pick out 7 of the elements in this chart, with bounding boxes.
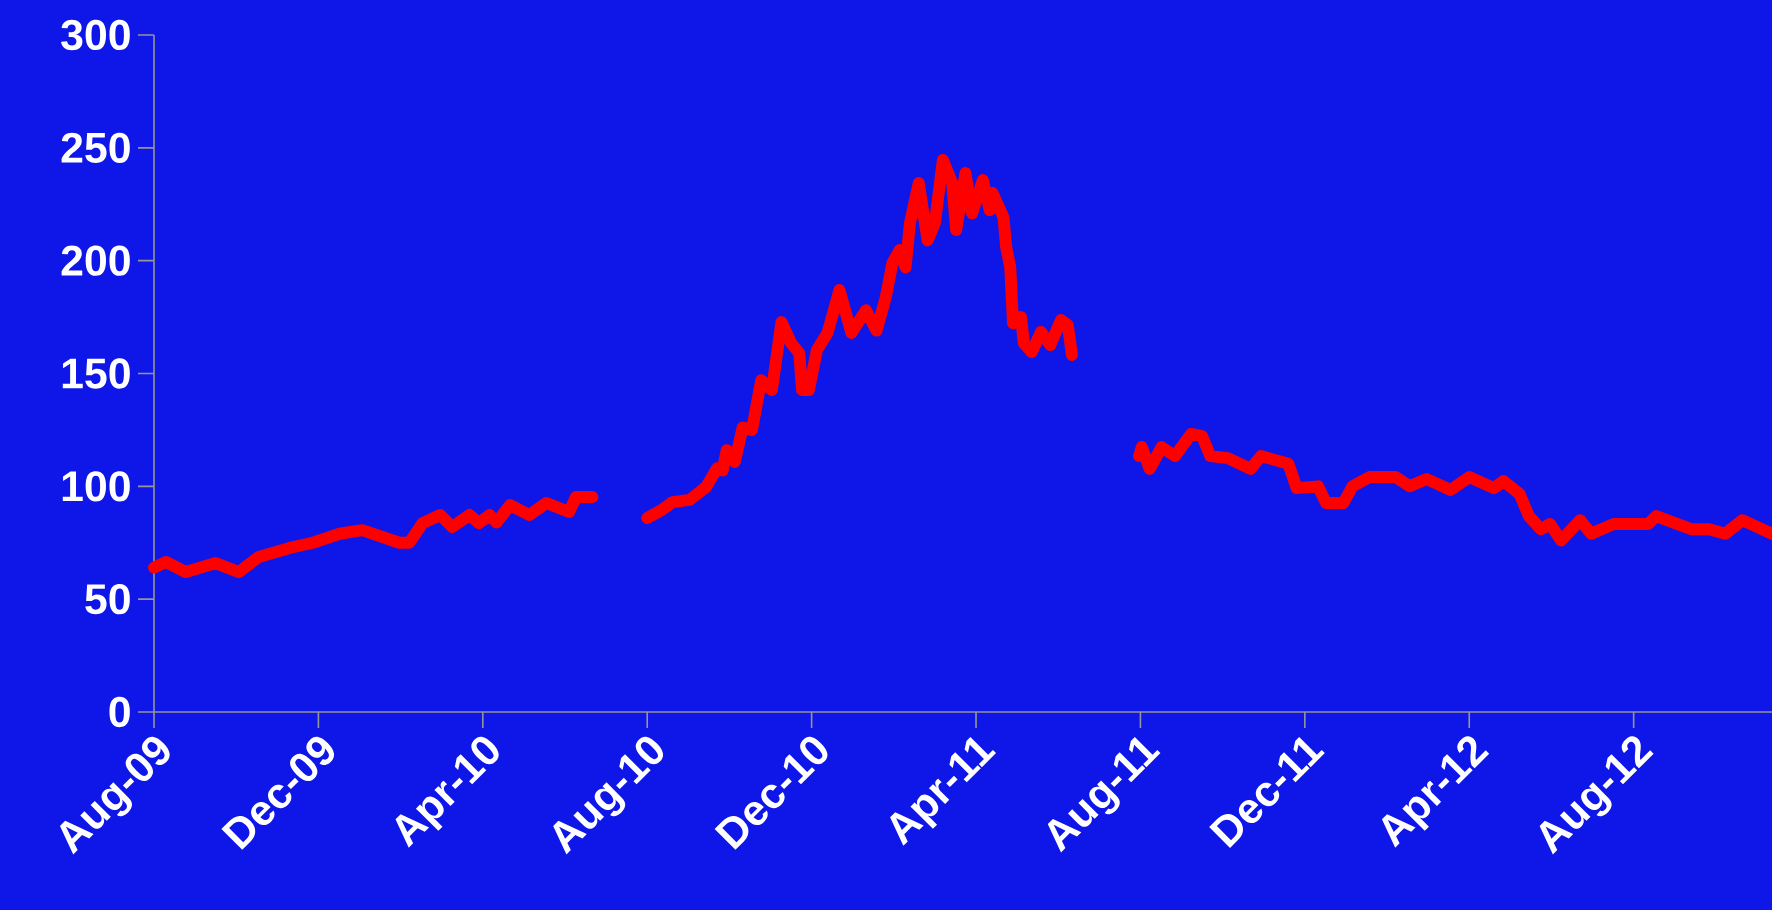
y-tick-label: 300 [61, 19, 130, 51]
y-tick-label: 0 [109, 696, 130, 728]
y-tick-label: 50 [85, 584, 130, 615]
y-tick-label: 100 [62, 471, 130, 502]
y-tick-label: 250 [61, 132, 130, 163]
y-tick-label: 150 [62, 358, 130, 389]
y-tick-label: 200 [61, 245, 130, 276]
